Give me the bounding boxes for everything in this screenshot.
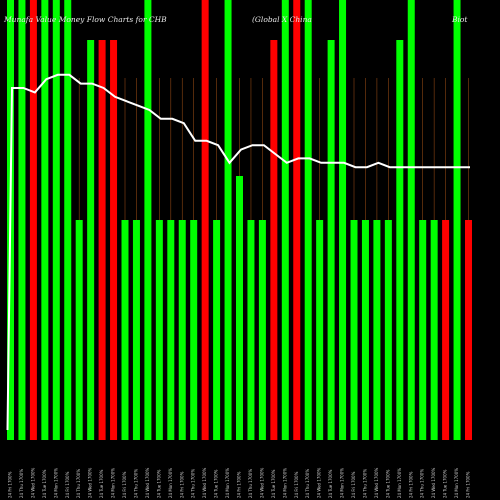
bar-green [190, 220, 198, 440]
x-tick-label: 24 Thu 1700% [362, 469, 367, 498]
bar-green [304, 0, 312, 440]
x-tick-label: 24 Fri 1700% [294, 471, 299, 498]
bar-green [453, 0, 461, 440]
bar-green [350, 220, 358, 440]
bar-red [110, 40, 118, 440]
bar-green [316, 220, 324, 440]
x-tick-label: 24 Wed 1700% [145, 467, 150, 498]
x-tick-label: 24 Wed 1700% [259, 467, 264, 498]
x-tick-label: 24 Thu 1700% [191, 469, 196, 498]
x-tick-label: 24 Mon 1700% [111, 468, 116, 498]
x-tick-label: 24 Tue 1700% [443, 469, 448, 498]
bar-green [327, 40, 335, 440]
bar-green [396, 40, 404, 440]
x-tick-label: 24 Wed 1700% [374, 467, 379, 498]
x-tick-label: 24 Fri 1700% [122, 471, 127, 498]
bar-red [465, 220, 472, 440]
x-tick-label: 24 Thu 1700% [19, 469, 24, 498]
x-tick-label: 24 Mon 1700% [340, 468, 345, 498]
titles: Munafa Value Money Flow Charts for CHB (… [3, 15, 468, 24]
bar-green [167, 220, 175, 440]
bar-green [75, 220, 83, 440]
x-tick-label: 24 Wed 1700% [202, 467, 207, 498]
bar-red [293, 0, 301, 440]
x-tick-label: 24 Mon 1700% [225, 468, 230, 498]
x-tick-label: 24 Mon 1700% [168, 468, 173, 498]
bar-green [121, 220, 129, 440]
x-tick-label: 24 Wed 1700% [88, 467, 93, 498]
x-tick-label: 24 Tue 1700% [271, 469, 276, 498]
bar-green [18, 0, 26, 440]
bar-red [442, 220, 450, 440]
bar-green [132, 220, 140, 440]
x-tick-label: 24 Fri 1700% [408, 471, 413, 498]
bar-green [213, 220, 221, 440]
bar-green [178, 220, 186, 440]
bar-green [384, 220, 392, 440]
x-tick-label: 24 Wed 1700% [431, 467, 436, 498]
x-tick-label: 24 Tue 1700% [214, 469, 219, 498]
title-right: Biot [451, 15, 468, 24]
x-tick-label: 24 Tue 1700% [385, 469, 390, 498]
title-left: Munafa Value Money Flow Charts for CHB [3, 15, 167, 24]
x-axis-labels: 24 Fri 1700% 24 Thu 1700% 24 Wed 1700% 24 T… [8, 467, 471, 498]
x-tick-label: 24 Fri 1700% [351, 471, 356, 498]
x-tick-label: 24 Fri 1700% [65, 471, 70, 498]
bar-green [52, 0, 60, 440]
x-tick-label: 24 Mon 1700% [454, 468, 459, 498]
bar-green [155, 220, 163, 440]
bar-green [258, 220, 266, 440]
bar-green [281, 0, 289, 440]
bar-red [201, 0, 209, 440]
x-tick-label: 24 Tue 1700% [328, 469, 333, 498]
x-tick-label: 24 Tue 1700% [42, 469, 47, 498]
bar-green [41, 0, 49, 440]
bar-green [339, 0, 347, 440]
bar-red [98, 40, 106, 440]
bar-green [430, 220, 438, 440]
bars [7, 0, 472, 440]
x-tick-label: 24 Mon 1700% [397, 468, 402, 498]
x-tick-label: 24 Wed 1700% [317, 467, 322, 498]
x-tick-label: 24 Thu 1700% [420, 469, 425, 498]
x-tick-label: 24 Tue 1700% [99, 469, 104, 498]
bar-green [373, 220, 381, 440]
x-tick-label: 24 Tue 1700% [156, 469, 161, 498]
bar-green [64, 0, 72, 440]
x-tick-label: 24 Thu 1700% [305, 469, 310, 498]
money-flow-line [6, 73, 470, 431]
bar-green [144, 0, 152, 440]
bar-green [361, 220, 369, 440]
x-tick-label: 24 Thu 1700% [248, 469, 253, 498]
bar-green [224, 0, 232, 440]
bar-green [236, 176, 243, 440]
bar-green [87, 40, 95, 440]
bar-green [407, 0, 415, 440]
x-tick-label: 24 Fri 1700% [179, 471, 184, 498]
bar-green [419, 220, 427, 440]
x-tick-label: 24 Thu 1700% [133, 469, 138, 498]
x-tick-label: 24 Wed 1700% [30, 467, 35, 498]
x-tick-label: 24 Fri 1700% [237, 471, 242, 498]
x-tick-label: 24 Thu 1700% [76, 469, 81, 498]
x-tick-label: 24 Mon 1700% [53, 468, 58, 498]
x-tick-label: 24 Fri 1700% [466, 471, 471, 498]
x-tick-label: 24 Mon 1700% [282, 468, 287, 498]
bar-red [270, 40, 278, 440]
bar-green [247, 220, 255, 440]
title-mid: (Global X China [252, 15, 312, 24]
x-tick-label: 24 Fri 1700% [8, 471, 13, 498]
bar-red [29, 0, 37, 440]
